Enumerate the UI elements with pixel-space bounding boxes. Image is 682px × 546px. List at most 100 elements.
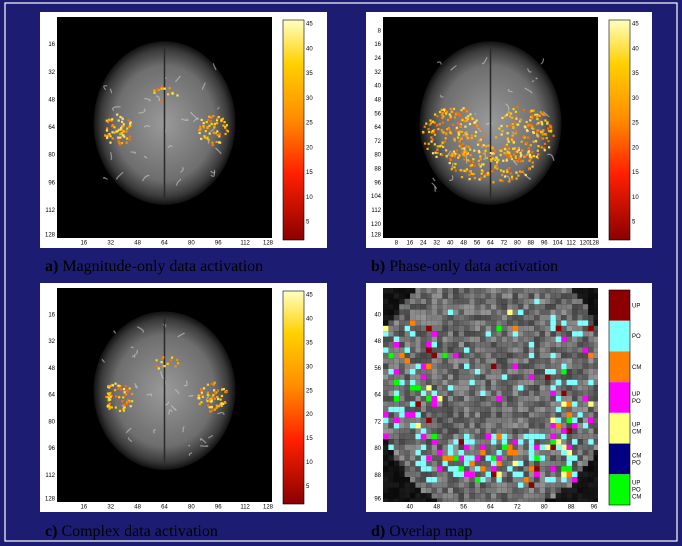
- pixel: [442, 288, 447, 293]
- activation: [207, 119, 209, 121]
- y-tick-label: 56: [374, 366, 381, 372]
- activation: [520, 154, 522, 156]
- pixel: [588, 445, 593, 450]
- overlap-pixel: [410, 320, 415, 325]
- pixel: [394, 326, 399, 331]
- pixel: [383, 380, 388, 385]
- activation: [129, 123, 131, 125]
- pixel: [556, 488, 561, 493]
- pixel: [588, 374, 593, 379]
- pixel: [437, 488, 442, 493]
- activation: [454, 139, 456, 141]
- pixel: [437, 461, 442, 466]
- pixel: [383, 391, 388, 396]
- pixel: [448, 428, 453, 433]
- pixel: [534, 331, 539, 336]
- pixel: [513, 310, 518, 315]
- activation: [112, 137, 114, 139]
- x-tick-label: 112: [240, 241, 250, 247]
- pixel: [567, 374, 572, 379]
- pixel: [513, 466, 518, 471]
- overlap-pixel: [453, 439, 458, 444]
- pixel: [453, 391, 458, 396]
- pixel: [442, 358, 447, 363]
- pixel: [572, 493, 577, 498]
- pixel: [556, 374, 561, 379]
- pixel: [475, 293, 480, 298]
- pixel: [572, 407, 577, 412]
- x-tick-label: 80: [541, 505, 548, 511]
- overlap-pixel: [432, 396, 437, 401]
- pixel: [523, 439, 528, 444]
- pixel: [459, 353, 464, 358]
- pixel: [577, 380, 582, 385]
- activation: [515, 155, 517, 157]
- pixel: [426, 401, 431, 406]
- pixel: [426, 412, 431, 417]
- activation: [457, 157, 459, 159]
- pixel: [523, 488, 528, 493]
- activation: [425, 123, 427, 125]
- pixel: [529, 369, 534, 374]
- pixel: [426, 331, 431, 336]
- overlap-pixel: [496, 461, 501, 466]
- activation: [508, 152, 510, 154]
- pixel: [588, 455, 593, 460]
- activation: [481, 173, 483, 175]
- pixel: [486, 439, 491, 444]
- pixel: [507, 304, 512, 309]
- pixel: [540, 293, 545, 298]
- pixel: [415, 342, 420, 347]
- pixel: [502, 493, 507, 498]
- y-tick-label: 56: [374, 111, 381, 117]
- overlap-pixel: [572, 423, 577, 428]
- pixel: [540, 358, 545, 363]
- pixel: [545, 315, 550, 320]
- activation: [467, 118, 469, 120]
- pixel: [496, 439, 501, 444]
- activation: [496, 167, 498, 169]
- overlap-pixel: [426, 342, 431, 347]
- x-tick-label: 64: [487, 505, 494, 511]
- pixel: [567, 358, 572, 363]
- activation: [461, 131, 463, 133]
- overlap-pixel: [496, 434, 501, 439]
- pixel: [561, 358, 566, 363]
- pixel: [475, 310, 480, 315]
- legend-swatch: [609, 413, 630, 444]
- activation: [437, 145, 439, 147]
- activation: [498, 127, 500, 129]
- pixel: [507, 472, 512, 477]
- pixel: [448, 293, 453, 298]
- activation: [217, 398, 219, 400]
- pixel: [486, 428, 491, 433]
- activation: [501, 117, 503, 119]
- pixel: [459, 423, 464, 428]
- overlap-pixel: [405, 347, 410, 352]
- pixel: [545, 364, 550, 369]
- pixel: [415, 482, 420, 487]
- pixel: [534, 358, 539, 363]
- pixel: [577, 439, 582, 444]
- pixel: [394, 288, 399, 293]
- activation: [548, 146, 550, 148]
- pixel: [550, 304, 555, 309]
- pixel: [540, 391, 545, 396]
- pixel: [540, 326, 545, 331]
- pixel: [523, 304, 528, 309]
- pixel: [383, 450, 388, 455]
- activation: [161, 86, 163, 88]
- pixel: [388, 342, 393, 347]
- pixel: [523, 461, 528, 466]
- pixel: [410, 434, 415, 439]
- pixel: [534, 488, 539, 493]
- pixel: [464, 488, 469, 493]
- pixel: [448, 477, 453, 482]
- activation: [432, 130, 434, 132]
- legend-swatch: [609, 474, 630, 505]
- pixel: [486, 450, 491, 455]
- pixel: [410, 342, 415, 347]
- pixel: [464, 288, 469, 293]
- pixel: [415, 428, 420, 433]
- pixel: [399, 439, 404, 444]
